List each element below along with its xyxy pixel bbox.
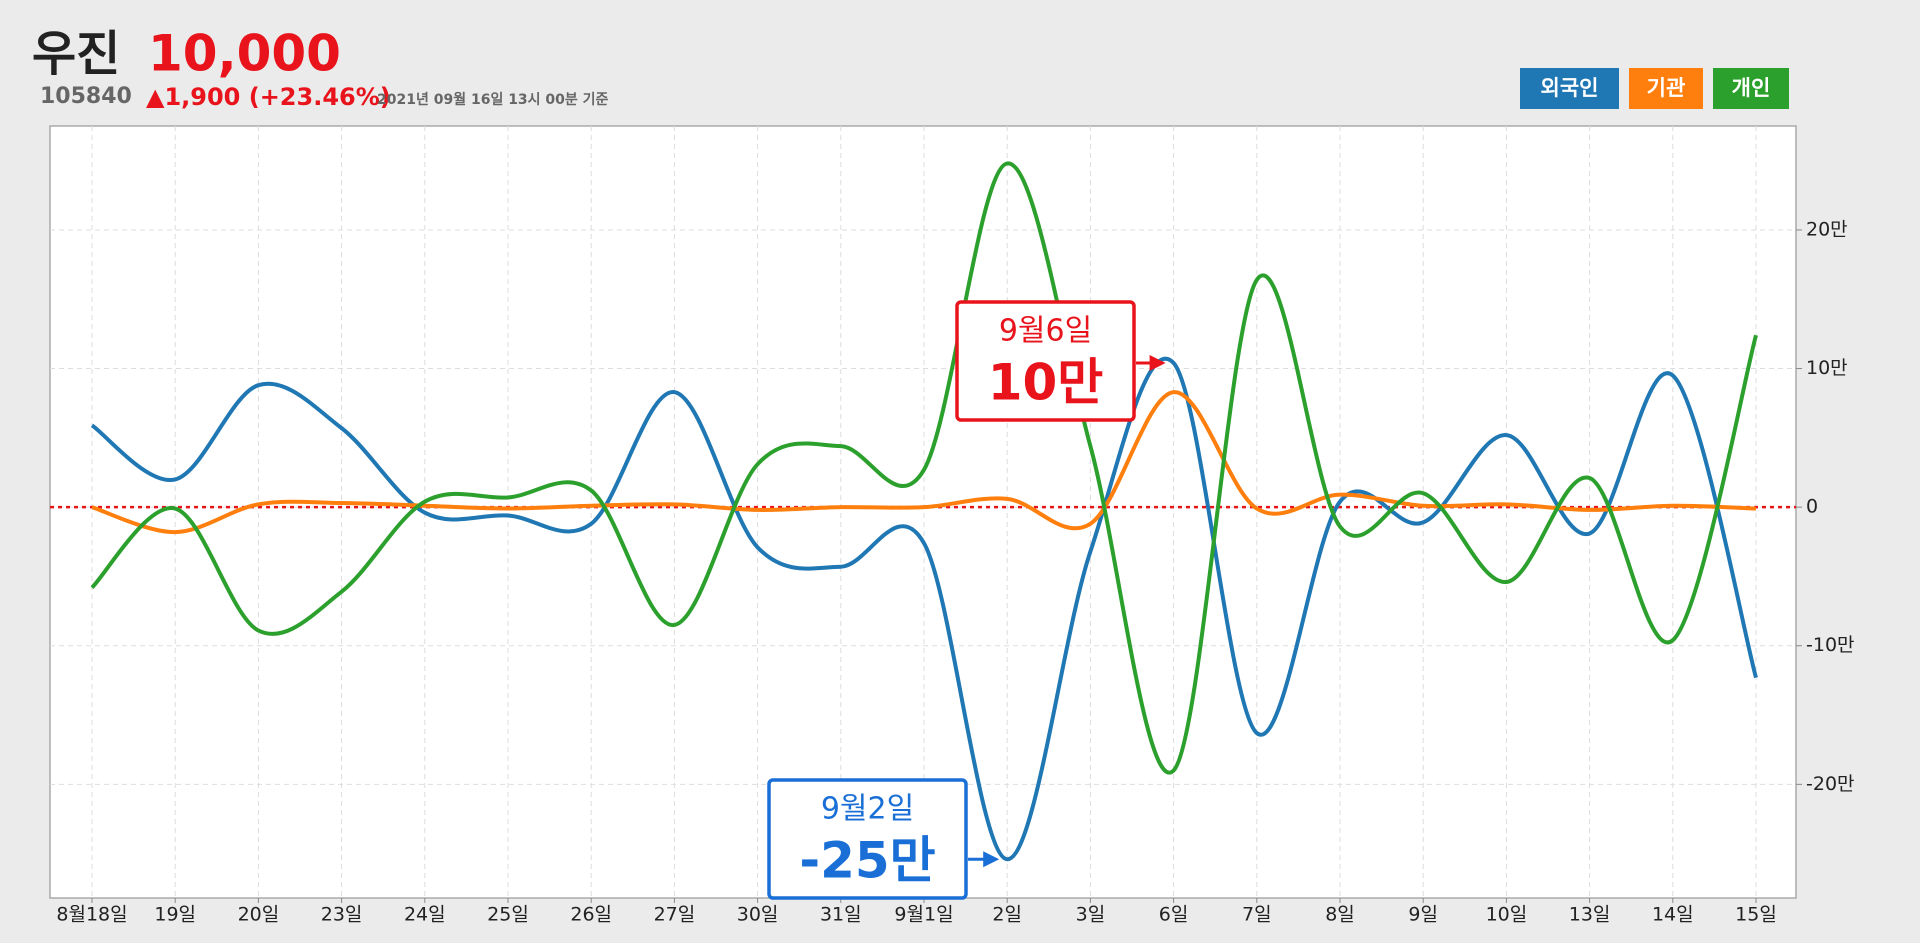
legend-item[interactable] <box>1713 68 1789 109</box>
x-tick-label: 14일 <box>1652 904 1694 926</box>
x-tick-label: 25일 <box>487 904 529 926</box>
annotation-box <box>767 778 968 900</box>
series-line <box>90 356 1758 862</box>
x-tick-label: 7일 <box>1242 904 1272 926</box>
y-tick-label: -10만 <box>1806 634 1855 656</box>
x-tick-label: 10일 <box>1486 904 1528 926</box>
annotation-arrowhead <box>1149 355 1166 372</box>
y-tick-label: -20만 <box>1806 773 1855 795</box>
y-tick-label: 0 <box>1806 496 1818 518</box>
x-tick-label: 30일 <box>737 904 779 926</box>
x-tick-label: 6일 <box>1159 904 1189 926</box>
annotation-text: 10만 <box>988 354 1104 412</box>
plot-area <box>49 125 1797 899</box>
x-tick-label: 23일 <box>321 904 363 926</box>
x-tick-label: 8일 <box>1325 904 1355 926</box>
x-tick-label: 20일 <box>238 904 280 926</box>
annotation-title: 9월2일 <box>821 792 914 827</box>
x-tick-label: 3일 <box>1076 904 1106 926</box>
legend-item[interactable] <box>1520 68 1619 109</box>
x-tick-label: 9월1일 <box>894 904 953 926</box>
x-tick-label: 8월18일 <box>56 904 127 926</box>
annotation-text: -25만 <box>799 832 935 890</box>
x-tick-label: 27일 <box>654 904 696 926</box>
legend-item[interactable] <box>1629 68 1703 109</box>
stock-code: 105840 <box>40 84 132 109</box>
stock-name: 우진 <box>32 26 120 82</box>
legend-label[interactable]: 개인 <box>1732 76 1771 100</box>
series-line <box>90 161 1758 775</box>
legend-label[interactable]: 기관 <box>1647 76 1686 100</box>
x-tick-label: 2일 <box>992 904 1022 926</box>
price-change: ▲1,900 (+23.46%) <box>146 83 391 111</box>
y-tick-label: 10만 <box>1806 357 1848 379</box>
stock-price: 10,000 <box>148 25 341 83</box>
x-tick-label: 15일 <box>1735 904 1777 926</box>
legend-label[interactable]: 외국인 <box>1541 76 1599 100</box>
x-tick-label: 9일 <box>1408 904 1438 926</box>
annotation-box <box>955 300 1136 422</box>
timestamp: 2021년 09월 16일 13시 00분 기준 <box>377 91 609 108</box>
x-tick-label: 24일 <box>404 904 446 926</box>
annotation-title: 9월6일 <box>999 314 1092 349</box>
series-line <box>91 390 1757 535</box>
annotation-arrowhead <box>983 851 1000 868</box>
x-tick-label: 19일 <box>154 904 196 926</box>
y-tick-label: 20만 <box>1806 218 1848 240</box>
x-tick-label: 31일 <box>820 904 862 926</box>
x-tick-label: 13일 <box>1569 904 1611 926</box>
x-tick-label: 26일 <box>570 904 612 926</box>
